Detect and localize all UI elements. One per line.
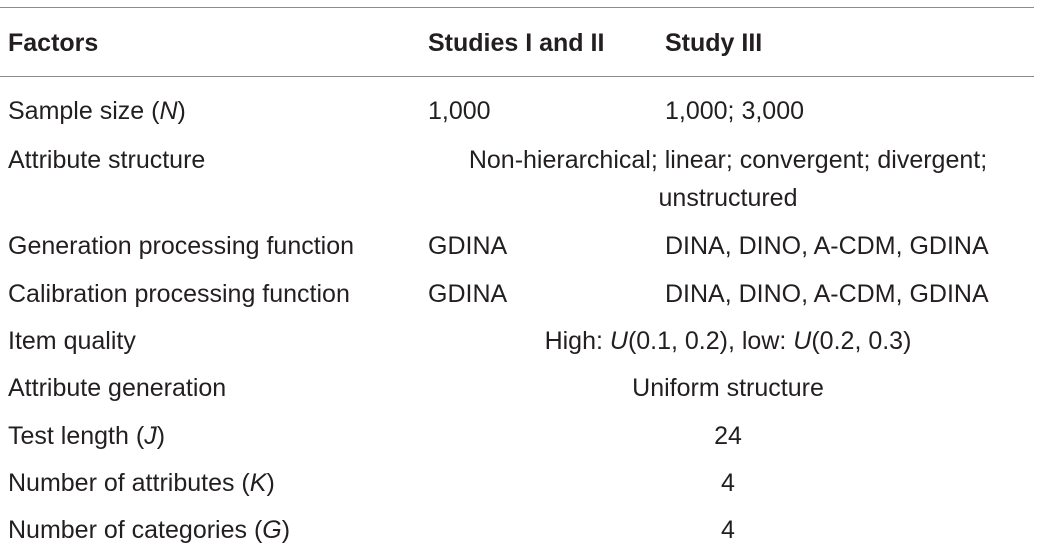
symbol-u: U [793,327,812,355]
table-top-rule [0,7,1034,8]
symbol-n: N [159,97,178,125]
row-test-length-value: 24 [714,422,742,450]
row-sample-size-study-3: 1,000; 3,000 [665,97,805,125]
symbol-j: J [144,422,157,450]
row-sample-size-studies-1-2: 1,000 [428,97,491,125]
row-calibration-function-study-3: DINA, DINO, A-CDM, GDINA [665,280,989,308]
row-item-quality-value: High: U(0.1, 0.2), low: U(0.2, 0.3) [544,327,912,355]
row-number-attributes-value: 4 [721,469,735,497]
header-study-3: Study III [665,29,763,57]
row-number-attributes-factor: Number of attributes (K) [8,469,275,497]
row-number-categories-value: 4 [721,516,735,544]
row-number-categories-factor: Number of categories (G) [8,516,291,544]
symbol-u: U [609,327,628,355]
row-calibration-function-studies-1-2: GDINA [428,280,508,308]
symbol-g: G [262,516,282,544]
row-item-quality-factor: Item quality [8,327,136,355]
header-studies-1-2: Studies I and II [428,29,605,57]
row-generation-function-study-3: DINA, DINO, A-CDM, GDINA [665,232,989,260]
row-attribute-generation-factor: Attribute generation [8,374,227,402]
row-generation-function-studies-1-2: GDINA [428,232,508,260]
row-generation-function-factor: Generation processing function [8,232,355,260]
row-attribute-generation-value: Uniform structure [632,374,824,402]
row-attribute-structure-value: Non-hierarchical; linear; convergent; di… [468,146,988,212]
symbol-k: K [249,469,267,497]
row-sample-size-factor: Sample size (N) [8,97,186,125]
header-rule [0,76,1034,77]
row-attribute-structure-factor: Attribute structure [8,146,206,174]
row-test-length-factor: Test length (J) [8,422,166,450]
header-factors: Factors [8,29,99,57]
row-calibration-function-factor: Calibration processing function [8,280,350,308]
